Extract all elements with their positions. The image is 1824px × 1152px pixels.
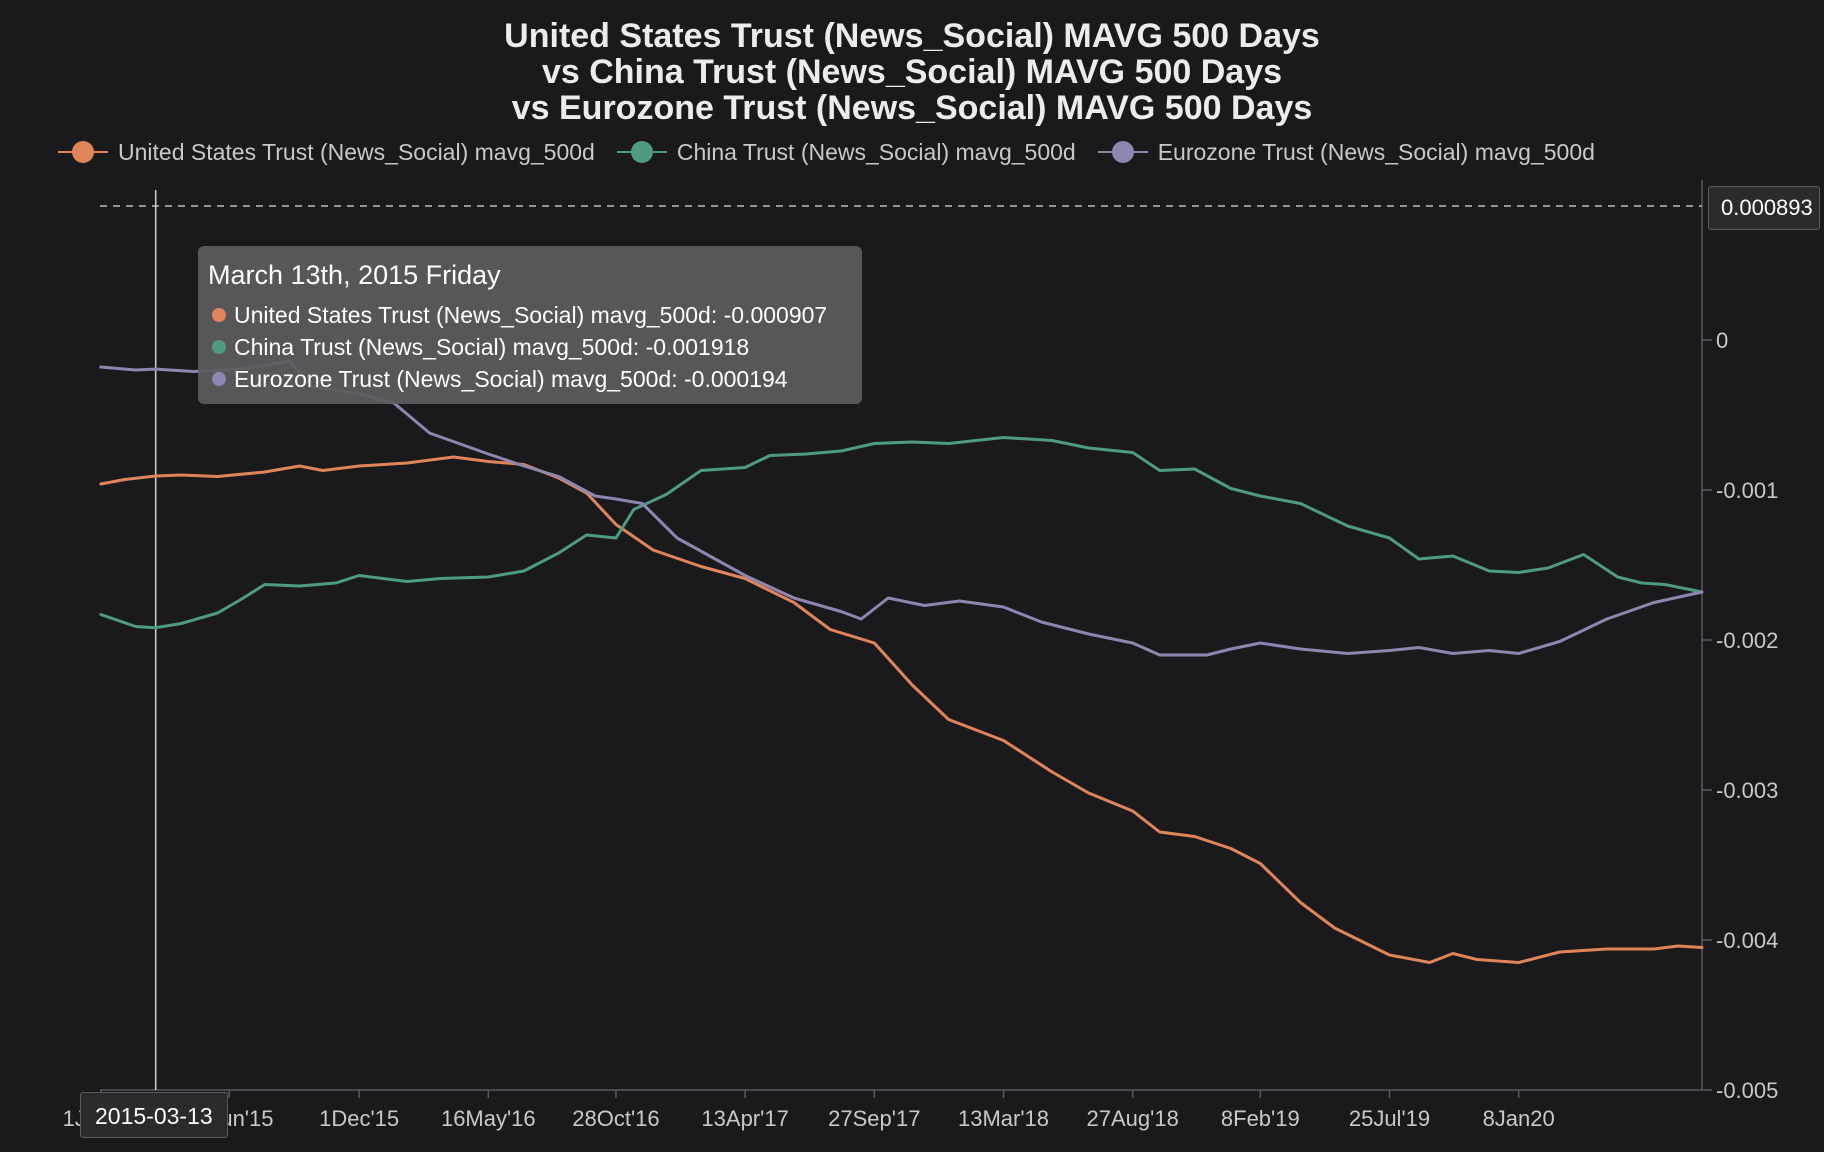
- x-tick-label: 16May'16: [441, 1106, 536, 1131]
- legend-marker-us: [58, 140, 108, 164]
- series-line-eurozone: [99, 359, 1704, 657]
- tooltip-dot-us: [212, 308, 226, 322]
- y-tick-label: -0.001: [1716, 478, 1778, 503]
- y-tick-label: -0.004: [1716, 928, 1778, 953]
- x-tick-label: 8Jan20: [1483, 1106, 1555, 1131]
- x-tick-label: 28Oct'16: [572, 1106, 659, 1131]
- x-tick-label: 8Feb'19: [1221, 1106, 1300, 1131]
- y-tick-label: 0: [1716, 328, 1728, 353]
- legend-label-us: United States Trust (News_Social) mavg_5…: [118, 138, 595, 165]
- chart-title-line-1: United States Trust (News_Social) MAVG 5…: [504, 17, 1320, 55]
- tooltip-row-china: China Trust (News_Social) mavg_500d: -0.…: [208, 331, 852, 363]
- legend-marker-eurozone: [1097, 140, 1148, 164]
- legend-label-eurozone: Eurozone Trust (News_Social) mavg_500d: [1157, 138, 1595, 165]
- chart-title-line-3: vs Eurozone Trust (News_Social) MAVG 500…: [511, 89, 1313, 127]
- chart-legend: United States Trust (News_Social) mavg_5…: [58, 136, 1617, 168]
- tooltip-text-china: China Trust (News_Social) mavg_500d: -0.…: [234, 333, 750, 360]
- tooltip-text-us: United States Trust (News_Social) mavg_5…: [234, 301, 828, 328]
- chart-title: United States Trust (News_Social) MAVG 5…: [0, 18, 1824, 126]
- x-tick-label: 13Apr'17: [701, 1106, 788, 1131]
- crosshair-y-label: 0.000893: [1708, 186, 1820, 230]
- x-tick-label: 27Sep'17: [828, 1106, 920, 1131]
- legend-marker-china: [616, 140, 667, 164]
- y-tick-label: -0.002: [1716, 628, 1778, 653]
- series-line-us: [99, 455, 1704, 964]
- y-tick-label: -0.005: [1716, 1078, 1778, 1103]
- x-tick-label: 1Dec'15: [319, 1106, 399, 1131]
- legend-label-china: China Trust (News_Social) mavg_500d: [676, 138, 1076, 165]
- legend-item-eurozone[interactable]: Eurozone Trust (News_Social) mavg_500d: [1097, 138, 1595, 166]
- crosshair-x-label: 2015-03-13: [80, 1092, 228, 1138]
- y-tick-label: -0.003: [1716, 778, 1778, 803]
- x-tick-label: 27Aug'18: [1087, 1106, 1179, 1131]
- chart-title-line-2: vs China Trust (News_Social) MAVG 500 Da…: [541, 53, 1283, 91]
- x-tick-label: 25Jul'19: [1349, 1106, 1430, 1131]
- tooltip-row-eurozone: Eurozone Trust (News_Social) mavg_500d: …: [208, 363, 852, 395]
- legend-item-us[interactable]: United States Trust (News_Social) mavg_5…: [58, 139, 595, 166]
- legend-item-china[interactable]: China Trust (News_Social) mavg_500d: [616, 138, 1076, 166]
- tooltip-dot-eurozone: [212, 372, 226, 386]
- tooltip-date: March 13th, 2015 Friday: [208, 260, 501, 290]
- x-tick-label: 13Mar'18: [958, 1106, 1049, 1131]
- hover-tooltip: March 13th, 2015 Friday United States Tr…: [198, 246, 862, 404]
- tooltip-dot-china: [212, 340, 226, 354]
- series-line-china: [99, 436, 1704, 630]
- tooltip-text-eurozone: Eurozone Trust (News_Social) mavg_500d: …: [234, 365, 788, 392]
- tooltip-row-us: United States Trust (News_Social) mavg_5…: [208, 299, 852, 331]
